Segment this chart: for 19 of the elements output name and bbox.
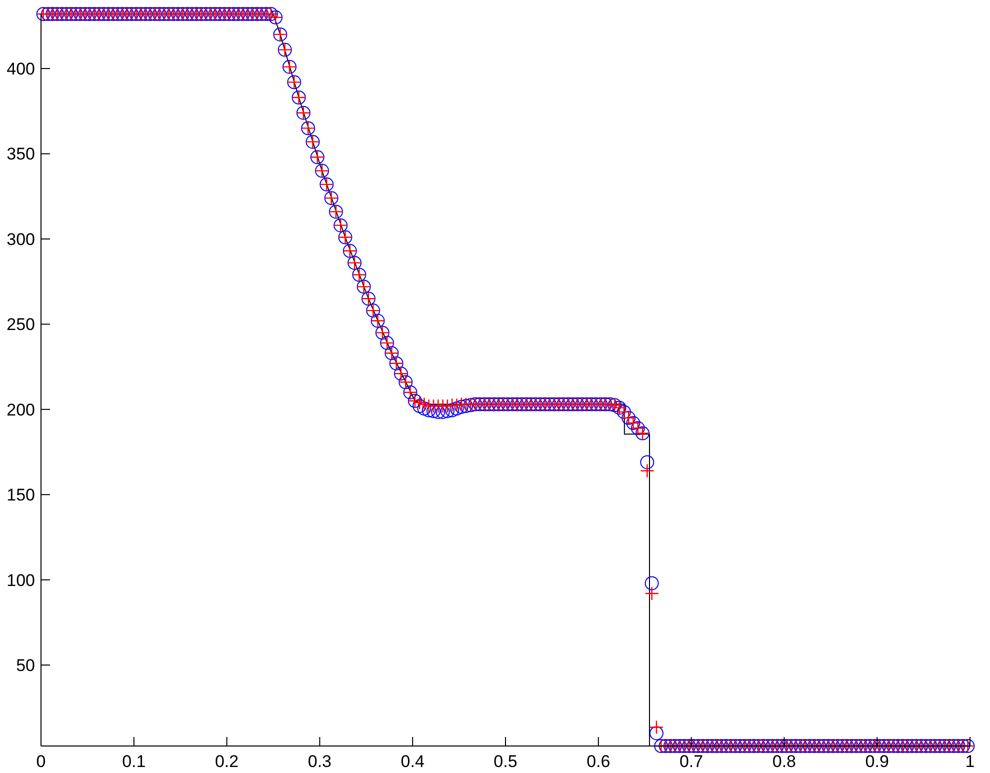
x-tick-label: 0.4 xyxy=(400,752,424,771)
x-tick-label: 0.7 xyxy=(679,752,704,771)
x-tick-label: 1 xyxy=(965,752,975,771)
x-tick-label: 0 xyxy=(36,752,46,771)
y-tick-label: 150 xyxy=(6,486,35,505)
x-tick-label: 0.9 xyxy=(865,752,889,771)
x-tick-label: 0.8 xyxy=(772,752,796,771)
y-tick-label: 200 xyxy=(6,400,35,420)
y-tick-label: 350 xyxy=(6,144,35,164)
y-tick-label: 100 xyxy=(6,570,35,590)
y-tick-label: 250 xyxy=(6,315,35,334)
x-tick-label: 0.1 xyxy=(122,752,146,771)
x-tick-label: 0.3 xyxy=(308,752,332,771)
y-tick-label: 400 xyxy=(6,59,35,78)
y-tick-label: 300 xyxy=(6,230,35,249)
x-tick-label: 0.6 xyxy=(586,752,610,771)
x-tick-label: 0.5 xyxy=(494,752,518,771)
y-tick-label: 50 xyxy=(16,656,35,675)
x-tick-label: 0.2 xyxy=(214,752,239,771)
